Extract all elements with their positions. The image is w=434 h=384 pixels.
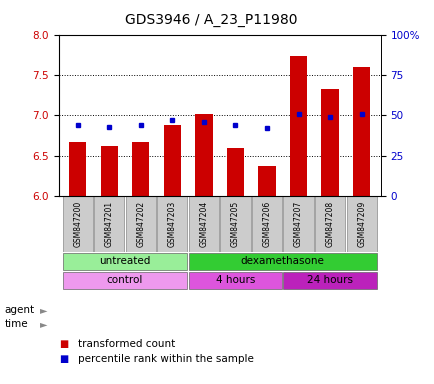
Text: dexamethasone: dexamethasone bbox=[240, 256, 324, 266]
Bar bbox=[188, 272, 282, 289]
Text: ■: ■ bbox=[59, 354, 68, 364]
Bar bbox=[346, 196, 376, 252]
Bar bbox=[251, 196, 282, 252]
Bar bbox=[62, 253, 187, 270]
Bar bbox=[352, 67, 369, 196]
Bar bbox=[100, 146, 118, 196]
Text: transformed count: transformed count bbox=[78, 339, 175, 349]
Bar bbox=[258, 166, 275, 196]
Bar bbox=[314, 196, 345, 252]
Text: control: control bbox=[107, 275, 143, 285]
Text: GSM847209: GSM847209 bbox=[356, 201, 365, 247]
Text: untreated: untreated bbox=[99, 256, 150, 266]
Text: GSM847201: GSM847201 bbox=[105, 201, 113, 247]
Bar bbox=[220, 196, 250, 252]
Text: agent: agent bbox=[4, 305, 34, 315]
Bar bbox=[289, 56, 306, 196]
Text: GSM847208: GSM847208 bbox=[325, 201, 334, 247]
Text: percentile rank within the sample: percentile rank within the sample bbox=[78, 354, 253, 364]
Text: ►: ► bbox=[40, 319, 48, 329]
Text: GSM847203: GSM847203 bbox=[168, 201, 177, 247]
Bar bbox=[321, 89, 338, 196]
Bar bbox=[226, 147, 243, 196]
Text: GDS3946 / A_23_P11980: GDS3946 / A_23_P11980 bbox=[125, 13, 296, 27]
Text: GSM847205: GSM847205 bbox=[230, 201, 240, 247]
Bar bbox=[94, 196, 124, 252]
Bar bbox=[157, 196, 187, 252]
Text: 4 hours: 4 hours bbox=[215, 275, 255, 285]
Bar bbox=[125, 196, 155, 252]
Text: GSM847204: GSM847204 bbox=[199, 201, 208, 247]
Text: time: time bbox=[4, 319, 28, 329]
Bar bbox=[163, 125, 181, 196]
Text: GSM847200: GSM847200 bbox=[73, 201, 82, 247]
Text: GSM847202: GSM847202 bbox=[136, 201, 145, 247]
Bar bbox=[62, 196, 92, 252]
Bar bbox=[132, 142, 149, 196]
Text: 24 hours: 24 hours bbox=[306, 275, 352, 285]
Text: GSM847207: GSM847207 bbox=[293, 201, 302, 247]
Text: ►: ► bbox=[40, 305, 48, 315]
Text: GSM847206: GSM847206 bbox=[262, 201, 271, 247]
Bar bbox=[69, 142, 86, 196]
Bar bbox=[62, 272, 187, 289]
Text: ■: ■ bbox=[59, 339, 68, 349]
Bar bbox=[188, 196, 219, 252]
Bar bbox=[283, 196, 313, 252]
Bar bbox=[195, 114, 212, 196]
Bar bbox=[283, 272, 376, 289]
Bar bbox=[188, 253, 376, 270]
